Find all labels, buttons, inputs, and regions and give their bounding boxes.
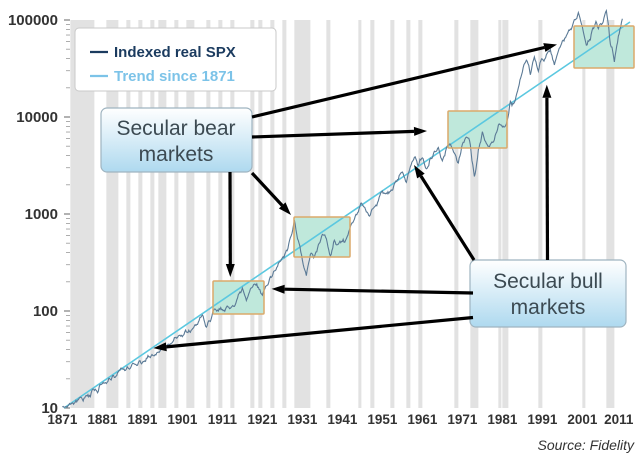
svg-text:1961: 1961 [407,412,438,427]
svg-text:100000: 100000 [8,12,58,29]
svg-text:markets: markets [139,143,214,166]
svg-text:1911: 1911 [208,412,238,427]
svg-text:2001: 2001 [567,412,598,427]
svg-text:Secular bull: Secular bull [493,270,603,293]
svg-text:1941: 1941 [327,412,358,427]
svg-text:1921: 1921 [247,412,278,427]
svg-text:1871: 1871 [47,412,78,427]
svg-text:1000: 1000 [25,206,58,223]
svg-text:100: 100 [33,303,58,320]
svg-text:1901: 1901 [167,412,198,427]
svg-text:1991: 1991 [527,412,558,427]
svg-text:Secular bear: Secular bear [116,117,235,140]
svg-text:1931: 1931 [287,412,318,427]
svg-text:Indexed real SPX: Indexed real SPX [114,44,236,61]
svg-text:markets: markets [511,296,586,319]
svg-text:1891: 1891 [127,412,158,427]
svg-text:10000: 10000 [16,109,58,126]
svg-text:2011: 2011 [604,412,634,427]
svg-text:1971: 1971 [447,412,478,427]
svg-text:Trend since 1871: Trend since 1871 [114,68,235,85]
svg-text:1881: 1881 [87,412,118,427]
svg-text:Source: Fidelity: Source: Fidelity [538,437,635,453]
svg-text:1981: 1981 [487,412,518,427]
svg-text:1951: 1951 [367,412,398,427]
